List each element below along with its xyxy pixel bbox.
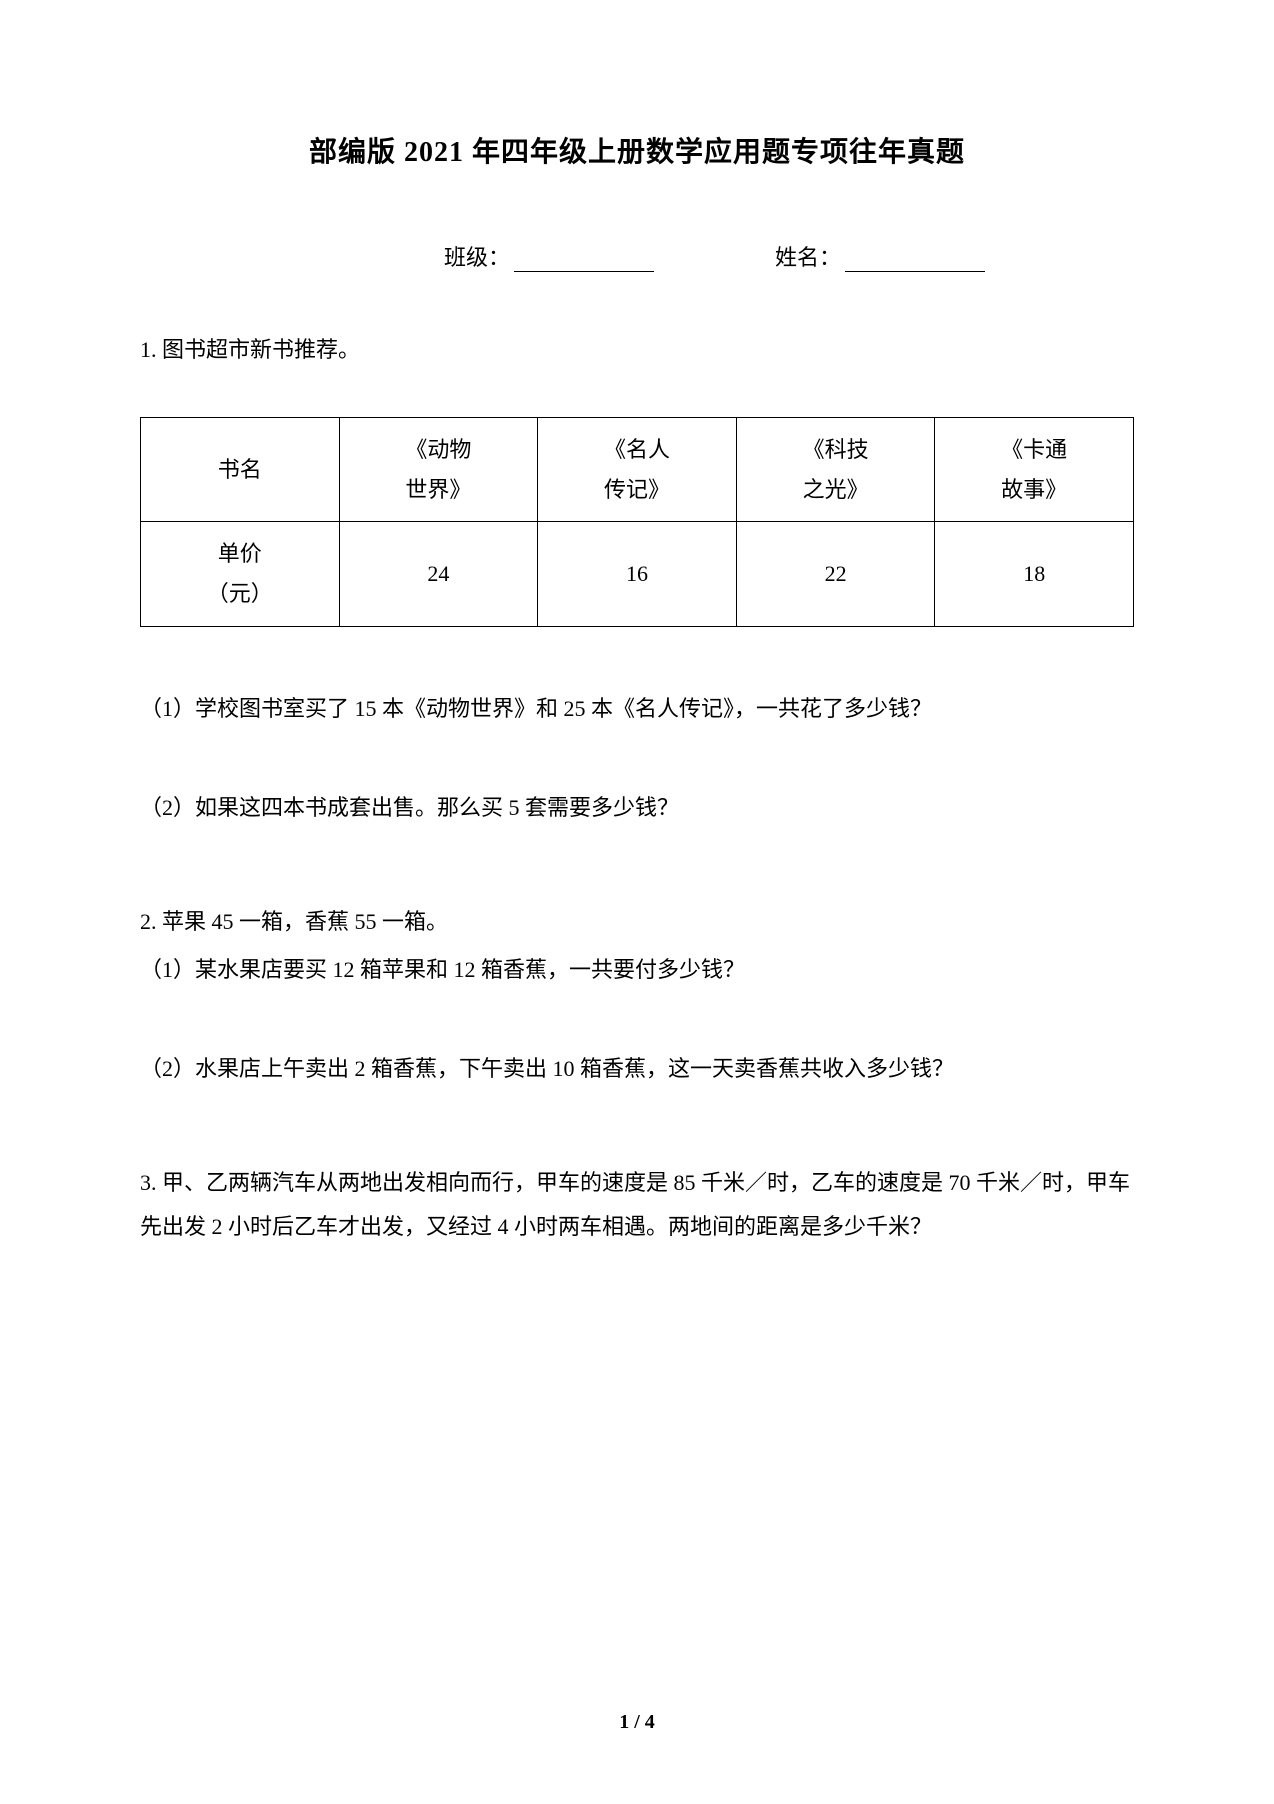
- class-label: 班级：: [444, 245, 510, 270]
- book-price-table: 书名 《动物世界》 《名人传记》 《科技之光》 《卡通故事》 单价（元） 24 …: [140, 417, 1134, 626]
- table-header-book3: 《科技之光》: [736, 418, 935, 522]
- q3-text: 3. 甲、乙两辆汽车从两地出发相向而行，甲车的速度是 85 千米／时，乙车的速度…: [140, 1161, 1134, 1249]
- name-input-line[interactable]: [845, 271, 985, 272]
- q2-part1: （1）某水果店要买 12 箱苹果和 12 箱香蕉，一共要付多少钱？: [140, 948, 1134, 992]
- table-cell-price3: 22: [736, 522, 935, 626]
- class-input-line[interactable]: [514, 271, 654, 272]
- q2-intro: 2. 苹果 45 一箱，香蕉 55 一箱。: [140, 900, 1134, 944]
- q1-part2: （2）如果这四本书成套出售。那么买 5 套需要多少钱？: [140, 786, 1134, 830]
- table-row: 书名 《动物世界》 《名人传记》 《科技之光》 《卡通故事》: [141, 418, 1134, 522]
- q1-intro: 1. 图书超市新书推荐。: [140, 332, 1134, 367]
- page-number: 1 / 4: [0, 1711, 1274, 1734]
- table-cell-price4: 18: [935, 522, 1134, 626]
- table-cell-price2: 16: [538, 522, 737, 626]
- table-row-price-label: 单价（元）: [141, 522, 340, 626]
- name-label: 姓名：: [775, 245, 841, 270]
- student-info-row: 班级： 姓名：: [140, 240, 1134, 272]
- q1-part1: （1）学校图书室买了 15 本《动物世界》和 25 本《名人传记》，一共花了多少…: [140, 687, 1134, 731]
- table-cell-price1: 24: [339, 522, 538, 626]
- table-header-bookname: 书名: [141, 418, 340, 522]
- q2-part2: （2）水果店上午卖出 2 箱香蕉，下午卖出 10 箱香蕉，这一天卖香蕉共收入多少…: [140, 1047, 1134, 1091]
- table-header-book1: 《动物世界》: [339, 418, 538, 522]
- table-header-book4: 《卡通故事》: [935, 418, 1134, 522]
- table-row: 单价（元） 24 16 22 18: [141, 522, 1134, 626]
- document-title: 部编版 2021 年四年级上册数学应用题专项往年真题: [140, 130, 1134, 170]
- table-header-book2: 《名人传记》: [538, 418, 737, 522]
